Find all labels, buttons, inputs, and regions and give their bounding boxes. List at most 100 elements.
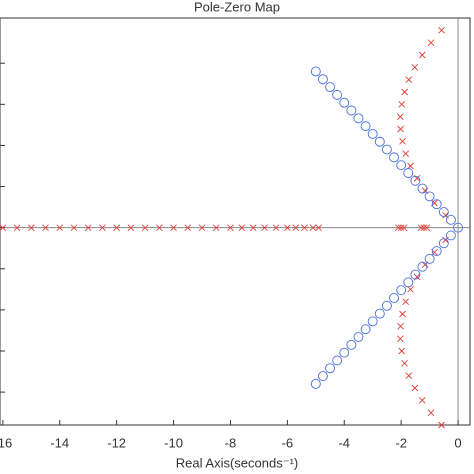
zero-marker — [367, 128, 378, 139]
zero-marker — [424, 253, 435, 264]
pole-marker — [442, 236, 449, 244]
pole-marker — [399, 310, 406, 318]
pole-marker — [417, 224, 425, 231]
plot-frame — [0, 17, 471, 426]
zero-marker — [360, 121, 371, 132]
zero-marker — [389, 152, 399, 163]
zero-marker — [325, 363, 335, 374]
pole-marker — [127, 224, 135, 231]
pole-marker — [198, 224, 206, 231]
zero-marker — [417, 183, 428, 194]
pole-marker — [156, 224, 163, 231]
x-tick-label: -8 — [225, 435, 237, 450]
x-tick-label: -2 — [395, 435, 407, 450]
pole-marker — [184, 224, 192, 231]
pole-marker — [427, 39, 435, 46]
zero-marker — [325, 82, 335, 93]
zero-marker — [317, 74, 328, 85]
x-tick-label: 0 — [454, 435, 461, 450]
x-tick-label: -12 — [107, 435, 126, 450]
pole-marker — [56, 224, 64, 231]
zero-marker — [445, 230, 456, 241]
zero-marker — [360, 324, 371, 335]
pole-marker — [212, 224, 220, 231]
pole-marker — [418, 51, 426, 59]
pole-marker — [27, 224, 35, 231]
pole-marker — [402, 150, 410, 157]
zero-marker — [417, 261, 428, 272]
zero-marker — [431, 246, 442, 257]
zero-marker — [410, 269, 421, 280]
pole-marker — [401, 88, 408, 96]
pole-marker — [438, 27, 445, 34]
zero-marker — [310, 378, 321, 389]
pole-marker — [227, 224, 234, 231]
pole-marker — [418, 397, 426, 404]
pole-marker — [420, 224, 428, 231]
pole-marker — [438, 421, 445, 429]
zero-marker — [381, 300, 392, 311]
pole-marker — [400, 224, 408, 231]
pole-marker — [170, 224, 177, 231]
pole-marker — [411, 64, 419, 71]
zero-marker — [438, 207, 449, 217]
pole-marker — [272, 224, 280, 231]
pole-marker — [405, 372, 413, 379]
zero-marker — [353, 332, 364, 342]
zero-marker — [346, 105, 357, 116]
pole-marker — [42, 224, 49, 231]
pole-marker — [301, 224, 308, 231]
pole-marker — [407, 162, 414, 170]
pole-marker — [411, 384, 419, 392]
pole-marker — [249, 224, 257, 231]
zero-marker — [431, 199, 442, 210]
zero-marker — [403, 277, 414, 288]
pole-marker — [427, 409, 435, 416]
zero-marker — [410, 175, 421, 186]
pole-marker — [423, 224, 431, 231]
zero-marker — [367, 316, 378, 327]
zero-marker — [339, 97, 350, 108]
chart-title: Pole-Zero Map — [194, 0, 280, 14]
pole-marker — [397, 224, 405, 231]
pole-marker — [70, 224, 78, 231]
zero-marker — [445, 214, 456, 225]
zero-marker — [374, 136, 385, 147]
zero-marker — [424, 191, 435, 202]
pole-marker — [398, 347, 406, 355]
zero-marker — [438, 238, 449, 249]
pole-marker — [402, 298, 410, 305]
pole-marker — [261, 224, 268, 231]
pole-marker — [84, 224, 92, 231]
pole-marker — [396, 335, 404, 342]
x-tick-label: -16 — [0, 435, 12, 450]
pole-marker — [399, 138, 406, 145]
pole-marker — [398, 101, 406, 108]
pole-marker — [407, 286, 414, 293]
pole-marker — [284, 224, 291, 231]
pole-marker — [405, 76, 413, 83]
pole-marker — [309, 224, 317, 231]
pole-marker — [99, 224, 106, 231]
zero-marker — [389, 293, 399, 303]
x-tick-label: -10 — [164, 435, 183, 450]
zero-marker — [346, 339, 357, 350]
pole-marker — [315, 224, 322, 231]
zero-marker — [332, 355, 343, 366]
zero-marker — [332, 89, 343, 100]
zero-marker — [353, 113, 364, 124]
zero-marker — [396, 285, 407, 296]
x-axis-label: Real Axis(seconds⁻¹) — [176, 455, 298, 470]
zero-marker — [339, 347, 350, 358]
zero-marker — [453, 222, 464, 233]
pole-marker — [394, 224, 402, 231]
pole-marker — [292, 224, 300, 231]
pole-marker — [238, 224, 246, 231]
pole-marker — [396, 113, 404, 120]
pole-marker — [442, 212, 449, 219]
pole-marker — [141, 224, 149, 231]
pole-marker — [0, 224, 7, 231]
zero-marker — [317, 371, 328, 382]
pole-marker — [397, 125, 404, 133]
